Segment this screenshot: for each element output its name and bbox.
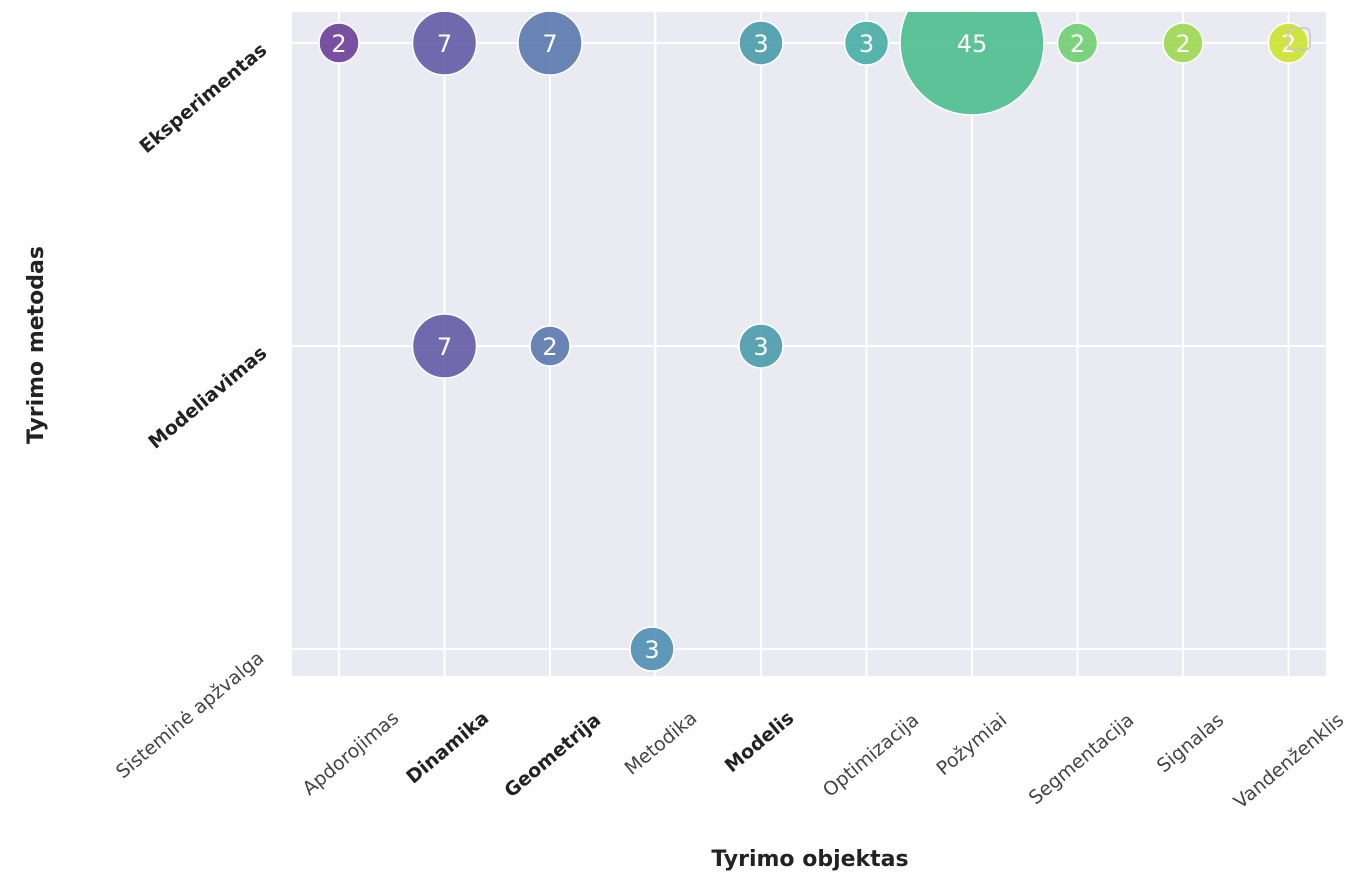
x-tick-dinamika: Dinamika xyxy=(402,707,493,788)
x-tick-segmentacija: Segmentacija xyxy=(1025,709,1139,809)
bubble-eksperimentas-apdorojimas[interactable] xyxy=(318,22,360,64)
bubble-eksperimentas-dinamika[interactable] xyxy=(411,11,478,76)
x-tick-sistemine-apzvalga: Sisteminė apžvalga xyxy=(112,647,268,783)
bubble-label-modeliavimas-modelis: 3 xyxy=(753,333,768,361)
bubble-label-eksperimentas-dinamika: 7 xyxy=(437,30,452,58)
x-tick-geometrija: Geometrija xyxy=(500,709,605,802)
x-tick-optimizacija: Optimizacija xyxy=(819,709,923,802)
y-tick-eksperimentas: Eksperimentas xyxy=(135,39,271,158)
bubble-label-eksperimentas-pozymiai: 45 xyxy=(957,30,988,58)
legend-toggle-icon[interactable] xyxy=(1287,27,1311,51)
x-tick-metodika: Metodika xyxy=(621,707,702,780)
x-axis-title: Tyrimo objektas xyxy=(711,847,908,872)
bubble-label-modeliavimas-geometrija: 2 xyxy=(542,333,557,361)
y-tick-labels: Eksperimentas Modeliavimas xyxy=(135,39,271,453)
bubble-eksperimentas-geometrija[interactable] xyxy=(517,11,583,76)
bubble-eksperimentas-segmentacija[interactable] xyxy=(1056,22,1099,64)
bubble-label-sistemine-apzvalga-metodika: 3 xyxy=(644,636,659,664)
bubble-eksperimentas-pozymiai[interactable] xyxy=(899,0,1045,116)
x-tick-pozymiai: Požymiai xyxy=(932,709,1011,780)
x-tick-vandenzenklis: Vandenženklis xyxy=(1230,709,1348,813)
y-axis-title: Tyrimo metodas xyxy=(24,246,49,444)
bubble-label-eksperimentas-apdorojimas: 2 xyxy=(331,30,346,58)
bubbles xyxy=(318,0,1310,672)
bubble-label-eksperimentas-segmentacija: 2 xyxy=(1070,30,1085,58)
bubble-label-eksperimentas-optimizacija: 3 xyxy=(859,30,874,58)
bubble-label-modeliavimas-dinamika: 7 xyxy=(437,333,452,361)
bubble-sistemine-apzvalga-metodika[interactable] xyxy=(629,626,675,672)
bubble-modeliavimas-geometrija[interactable] xyxy=(529,325,571,367)
bubble-eksperimentas-optimizacija[interactable] xyxy=(843,20,890,66)
bubble-eksperimentas-signalas[interactable] xyxy=(1162,22,1204,64)
bubble-eksperimentas-modelis[interactable] xyxy=(738,20,784,66)
x-tick-signalas: Signalas xyxy=(1153,709,1228,777)
x-tick-modelis: Modelis xyxy=(721,707,799,777)
y-tick-modeliavimas: Modeliavimas xyxy=(144,342,271,453)
bubble-label-eksperimentas-geometrija: 7 xyxy=(542,30,557,58)
bubble-label-eksperimentas-modelis: 3 xyxy=(753,30,768,58)
x-tick-apdorojimas: Apdorojimas xyxy=(298,707,403,800)
bubble-modeliavimas-dinamika[interactable] xyxy=(411,313,478,379)
bubble-value-labels: 2 7 7 3 3 45 2 2 27 2 33 xyxy=(331,30,1296,664)
bubble-modeliavimas-modelis[interactable] xyxy=(738,323,784,369)
bubble-label-eksperimentas-signalas: 2 xyxy=(1175,30,1190,58)
